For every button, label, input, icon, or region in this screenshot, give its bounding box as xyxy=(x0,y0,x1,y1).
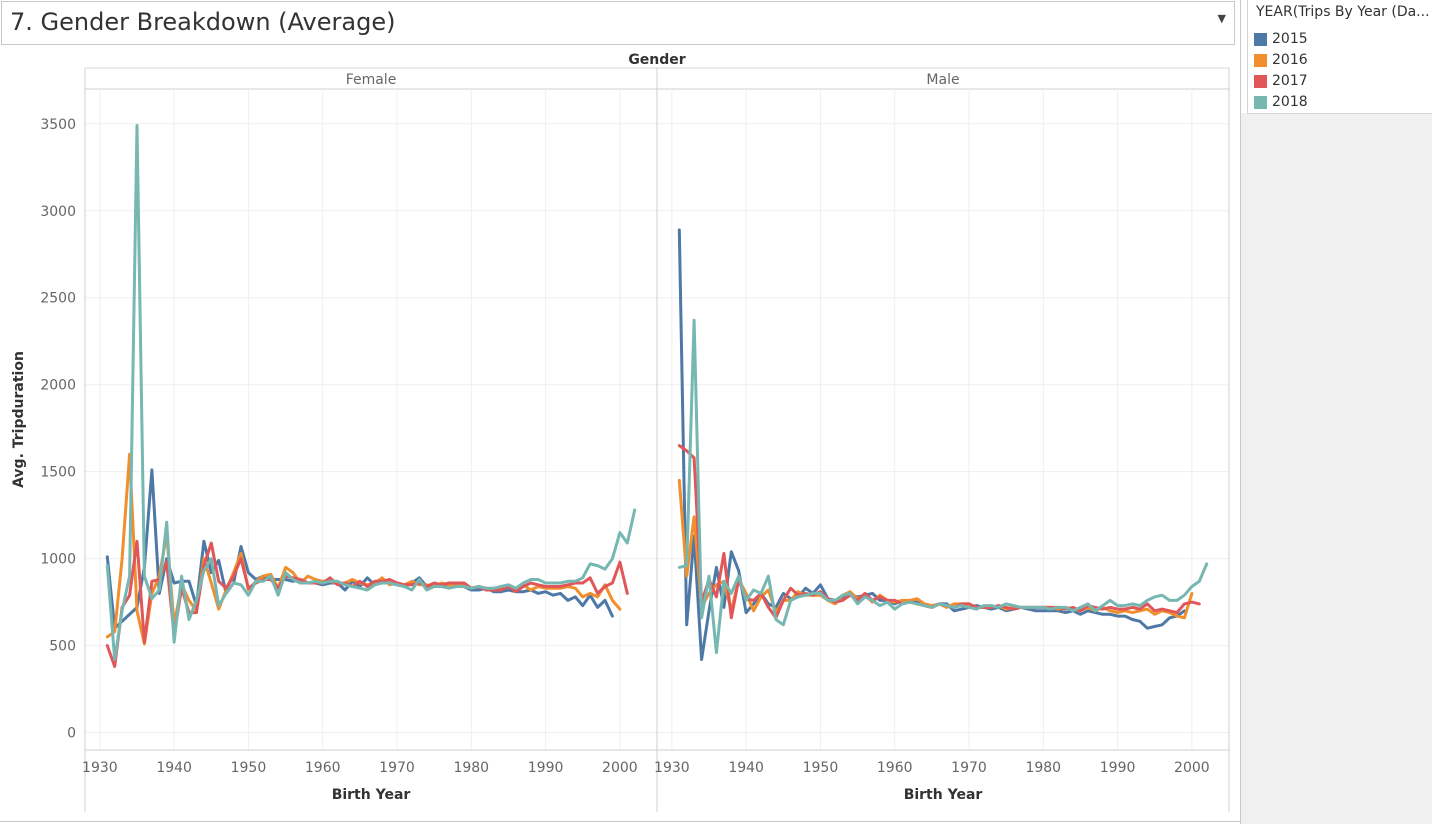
x-tick-label: 1930 xyxy=(654,760,690,776)
panel-header-male: Male xyxy=(926,72,959,88)
x-tick-label: 2000 xyxy=(1174,760,1210,776)
legend-item-2016[interactable]: 2016 xyxy=(1254,50,1308,70)
x-tick-label: 1960 xyxy=(305,760,341,776)
legend-label: 2015 xyxy=(1272,31,1308,47)
x-tick-label: 1990 xyxy=(1100,760,1136,776)
x-tick-label: 1990 xyxy=(528,760,564,776)
y-tick-label: 500 xyxy=(49,639,76,655)
dashboard-title: 7. Gender Breakdown (Average) xyxy=(10,8,396,36)
x-tick-label: 1940 xyxy=(728,760,764,776)
column-header: Gender xyxy=(628,52,685,68)
line-chart: Gender Female Male 0 500 1000 1500 2000 2500 3000… xyxy=(11,52,1230,812)
series-line-2018-male xyxy=(677,318,1209,655)
legend-label: 2018 xyxy=(1272,94,1308,110)
bottom-border xyxy=(0,821,1241,822)
panel-header-female: Female xyxy=(346,72,397,88)
pane-divider xyxy=(1240,0,1241,824)
x-tick-label: 1980 xyxy=(453,760,489,776)
color-legend: YEAR(Trips By Year (Da... 2015 2016 2017… xyxy=(1247,0,1432,114)
legend-swatch xyxy=(1254,95,1267,109)
legend-swatch xyxy=(1254,53,1267,67)
x-tick-label: 1970 xyxy=(951,760,987,776)
y-tick-label: 1000 xyxy=(40,552,76,568)
x-tick-label: 1940 xyxy=(156,760,192,776)
legend-title[interactable]: YEAR(Trips By Year (Da... xyxy=(1256,4,1430,20)
series-line-2017-female xyxy=(105,539,629,668)
legend-label: 2016 xyxy=(1272,52,1308,68)
x-tick-label: 1950 xyxy=(803,760,839,776)
series-line-2015-female xyxy=(105,468,614,630)
x-tick-label: 1980 xyxy=(1025,760,1061,776)
y-tick-label: 3500 xyxy=(40,117,76,133)
legend-swatch xyxy=(1254,32,1267,46)
legend-item-2017[interactable]: 2017 xyxy=(1254,71,1308,91)
series-line-2015-male xyxy=(677,228,1186,661)
x-tick-label: 1930 xyxy=(82,760,118,776)
y-tick-label: 1500 xyxy=(40,465,76,481)
y-tick-label: 0 xyxy=(67,726,76,742)
y-tick-label: 3000 xyxy=(40,204,76,220)
y-tick-label: 2500 xyxy=(40,291,76,307)
side-panel-background xyxy=(1241,113,1432,824)
series-line-2018-female xyxy=(105,124,637,661)
x-axis-title: Birth Year xyxy=(904,787,983,803)
x-axis-title: Birth Year xyxy=(332,787,411,803)
y-tick-label: 2000 xyxy=(40,378,76,394)
legend-item-2015[interactable]: 2015 xyxy=(1254,29,1308,49)
legend-swatch xyxy=(1254,74,1267,88)
y-axis-title: Avg. Tripduration xyxy=(11,351,27,488)
dashboard-title-box[interactable]: 7. Gender Breakdown (Average) ▼ xyxy=(1,1,1235,45)
x-tick-label: 1960 xyxy=(877,760,913,776)
x-tick-label: 1970 xyxy=(379,760,415,776)
legend-item-2018[interactable]: 2018 xyxy=(1254,92,1308,112)
series-line-2016-female xyxy=(105,452,622,646)
x-tick-label: 1950 xyxy=(231,760,267,776)
x-tick-label: 2000 xyxy=(602,760,638,776)
legend-label: 2017 xyxy=(1272,73,1308,89)
dropdown-arrow-icon[interactable]: ▼ xyxy=(1217,12,1226,25)
